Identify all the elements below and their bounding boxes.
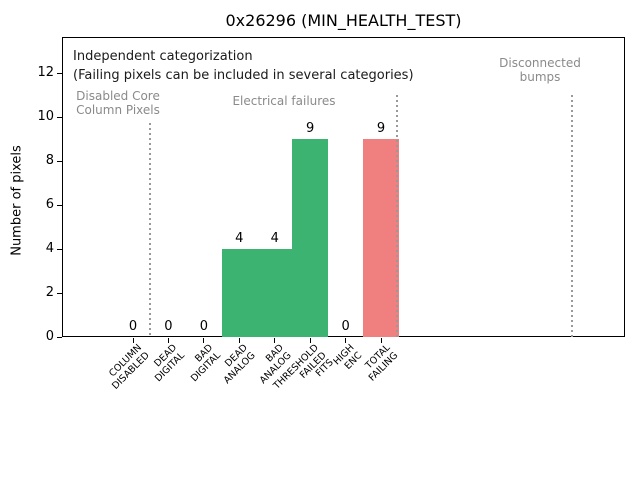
y-tick-label: 4 <box>45 241 54 256</box>
independent-categorization-note: Independent categorization <box>73 48 253 64</box>
x-tick-label: TOTAL FAILING <box>362 342 400 384</box>
x-tick <box>380 338 382 343</box>
bar-value-label: 9 <box>306 121 315 136</box>
y-tick <box>57 72 62 74</box>
x-tick <box>274 338 276 343</box>
y-tick-label: 6 <box>45 197 54 212</box>
y-tick <box>57 336 62 338</box>
section-electrical-failures: Electrical failures <box>232 94 336 108</box>
x-tick <box>132 338 134 343</box>
x-tick-label: DEAD DIGITAL <box>152 342 187 384</box>
y-tick-label: 2 <box>45 285 54 300</box>
y-tick-label: 10 <box>37 109 54 124</box>
x-tick-label: BAD DIGITAL <box>188 342 223 384</box>
x-tick <box>238 338 240 343</box>
x-tick-label: COLUMN DISABLED <box>107 342 152 392</box>
bar-value-label: 9 <box>376 121 386 136</box>
bar-value-label: 0 <box>199 319 208 334</box>
section-divider-disconnected-bumps-right <box>571 95 573 337</box>
y-tick-label: 8 <box>45 153 54 168</box>
x-tick <box>309 338 311 343</box>
plot-area <box>62 37 625 337</box>
x-tick <box>167 338 169 343</box>
y-tick-label: 0 <box>45 329 54 344</box>
y-tick <box>57 292 62 294</box>
chart-title: 0x26296 (MIN_HEALTH_TEST) <box>225 11 462 30</box>
y-tick <box>57 204 62 206</box>
bar <box>363 139 399 337</box>
bar-value-label: 0 <box>128 319 138 334</box>
bar <box>221 249 257 337</box>
x-tick <box>345 338 347 343</box>
bar-value-label: 4 <box>235 231 244 246</box>
y-tick <box>57 248 62 250</box>
y-tick <box>57 160 62 162</box>
categorization-subnote: (Failing pixels can be included in sever… <box>73 67 414 83</box>
y-tick-label: 12 <box>37 65 54 80</box>
section-disabled-core: Disabled Core Column Pixels <box>76 89 160 117</box>
bar-value-label: 0 <box>341 319 350 334</box>
section-divider-after-column-disabled <box>149 123 151 337</box>
bar-value-label: 4 <box>270 231 279 246</box>
bar <box>292 139 328 337</box>
bar-value-label: 0 <box>164 319 173 334</box>
x-tick-label: DEAD ANALOG <box>221 342 258 386</box>
x-tick-label: HIGH ENC <box>331 342 365 372</box>
y-tick <box>57 116 62 118</box>
x-tick <box>203 338 205 343</box>
section-disconnected-bumps: Disconnected bumps <box>499 56 581 84</box>
section-divider-after-total-failing <box>396 95 398 337</box>
bar <box>257 249 293 337</box>
